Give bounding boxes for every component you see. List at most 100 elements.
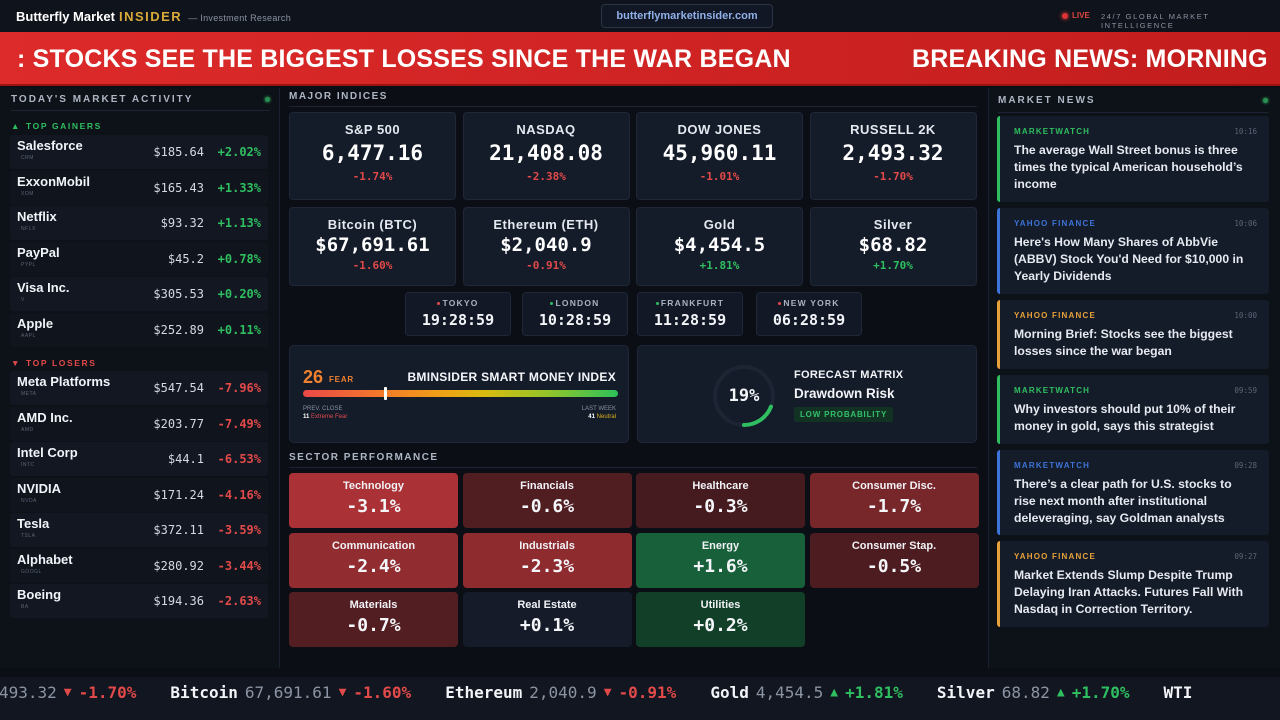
sector-tile[interactable]: Communication -2.4%	[289, 532, 458, 588]
index-value: $68.82	[858, 234, 928, 256]
ticker-strip[interactable]: 493.32 ▼ -1.70% Bitcoin 67,691.61 ▼ -1.60% Ethe…	[0, 677, 1280, 720]
news-source: MARKETWATCH	[1014, 127, 1091, 136]
index-card[interactable]: Gold $4,454.5 +1.81%	[636, 207, 803, 286]
group-label: TOP LOSERS	[26, 358, 97, 368]
stock-ticker: XOM	[21, 190, 34, 197]
ticker-item[interactable]: WTI	[1164, 683, 1193, 702]
ticker-item[interactable]: Ethereum 2,040.9 ▼ -0.91%	[445, 683, 676, 702]
ticker-item[interactable]: 493.32 ▼ -1.70%	[0, 683, 136, 702]
stock-name: ExxonMobil	[17, 173, 90, 189]
breaking-news-banner[interactable]: : STOCKS SEE THE BIGGEST LOSSES SINCE TH…	[0, 32, 1280, 86]
sector-name: Consumer Stap.	[851, 539, 937, 552]
ticker-item[interactable]: Gold 4,454.5 ▲ +1.81%	[710, 683, 903, 702]
news-item[interactable]: YAHOO FINANCE 10:00 Morning Brief: Stocks …	[997, 300, 1269, 369]
news-source: YAHOO FINANCE	[1014, 552, 1096, 561]
stock-row[interactable]: Boeing BA $194.36 -2.63%	[10, 584, 268, 618]
index-card[interactable]: S&P 500 6,477.16 -1.74%	[289, 112, 456, 200]
stock-ticker: INTC	[21, 462, 35, 468]
news-item[interactable]: YAHOO FINANCE 10:06 Here's How Many Shares…	[997, 208, 1269, 294]
stock-ticker: AMD	[21, 426, 34, 433]
news-item[interactable]: MARKETWATCH 09:28 There’s a clear path for…	[997, 450, 1269, 535]
stock-row[interactable]: AMD Inc. AMD $203.77 -7.49%	[10, 406, 268, 441]
stock-name: Apple	[17, 315, 54, 331]
stock-row[interactable]: Visa Inc. V $305.53 +0.20%	[10, 277, 268, 311]
sector-tile[interactable]: Energy +1.6%	[636, 532, 805, 588]
sector-tile[interactable]: Consumer Stap. -0.5%	[809, 532, 979, 588]
stock-row[interactable]: Salesforce CRM $185.64 +2.02%	[10, 135, 268, 169]
ticker-change: +1.81%	[845, 683, 903, 702]
stock-row[interactable]: Netflix NFLX $93.32 +1.13%	[10, 206, 268, 240]
index-card[interactable]: DOW JONES 45,960.11 -1.01%	[636, 112, 803, 200]
index-name: DOW JONES	[677, 122, 762, 137]
stock-row[interactable]: Intel Corp INTC $44.1 -6.53%	[10, 442, 268, 476]
index-change: +1.81%	[699, 259, 740, 272]
index-card[interactable]: NASDAQ 21,408.08 -2.38%	[462, 112, 630, 200]
last-week-state: Neutral	[596, 414, 616, 420]
stock-row[interactable]: ExxonMobil XOM $165.43 +1.33%	[10, 170, 268, 205]
index-name: Ethereum (ETH)	[493, 217, 599, 232]
site-url-link[interactable]: butterflymarketinsider.com	[601, 4, 773, 28]
index-card[interactable]: Ethereum (ETH) $2,040.9 -0.91%	[462, 207, 630, 286]
group-label: TOP GAINERS	[26, 121, 102, 131]
index-card[interactable]: RUSSELL 2K 2,493.32 -1.70%	[809, 112, 977, 200]
sector-value: -0.5%	[866, 555, 922, 577]
stock-row[interactable]: Apple AAPL $252.89 +0.11%	[10, 312, 268, 347]
stock-ticker: GOOGL	[21, 568, 42, 575]
prev-close-state: Extreme Fear	[311, 414, 348, 420]
stock-row[interactable]: Alphabet GOOGL $280.92 -3.44%	[10, 548, 268, 583]
stock-row[interactable]: Meta Platforms META $547.54 -7.96%	[10, 371, 268, 405]
index-change: -1.74%	[352, 170, 393, 183]
sector-name: Energy	[701, 539, 740, 552]
ticker-value: 68.82	[1001, 683, 1050, 702]
stock-ticker: META	[21, 391, 37, 397]
triangle-up-icon: ▲	[1056, 685, 1065, 700]
stock-name: Visa Inc.	[17, 280, 70, 295]
stock-name: Netflix	[17, 209, 57, 224]
index-card[interactable]: Silver $68.82 +1.70%	[809, 207, 977, 286]
index-value: 45,960.11	[662, 141, 777, 165]
forecast-matrix-card[interactable]: 19% FORECAST MATRIX Drawdown Risk LOW PR…	[637, 345, 977, 443]
sector-tile[interactable]: Consumer Disc. -1.7%	[809, 473, 979, 528]
banner-segment: : STOCKS SEE THE BIGGEST LOSSES SINCE TH…	[17, 45, 791, 73]
ticker-item[interactable]: Silver 68.82 ▲ +1.70%	[937, 683, 1130, 702]
ticker-change: -1.70%	[78, 683, 137, 702]
world-clock-new-york: NEW YORK 06:28:59	[756, 292, 862, 336]
ticker-item[interactable]: Bitcoin 67,691.61 ▼ -1.60%	[170, 683, 411, 702]
sector-tile[interactable]: Technology -3.1%	[289, 473, 458, 528]
stock-change: +2.02%	[217, 145, 261, 159]
stock-name: Meta Platforms	[17, 374, 111, 389]
sector-tile[interactable]: Materials -0.7%	[289, 592, 458, 647]
news-item[interactable]: MARKETWATCH 09:59 Why investors should put…	[997, 375, 1269, 444]
ticker-value: 4,454.5	[755, 683, 824, 702]
sector-tile[interactable]: Industrials -2.3%	[462, 532, 632, 588]
clock-time: 10:28:59	[538, 311, 612, 329]
sector-name: Consumer Disc.	[852, 480, 936, 492]
smart-money-index-card[interactable]: 26 FEAR BMINSIDER SMART MONEY INDEX PREV…	[289, 345, 629, 443]
banner-segment: BREAKING NEWS: MORNING	[912, 45, 1268, 73]
stock-change: +0.20%	[217, 287, 261, 301]
stock-ticker: NVDA	[21, 497, 37, 504]
forecast-title: Drawdown Risk	[794, 386, 895, 401]
index-name: Silver	[873, 217, 913, 232]
ticker-value: 493.32	[0, 683, 57, 702]
brand-logo[interactable]: Butterfly Market INSIDER — Investment Re…	[16, 9, 291, 24]
index-card[interactable]: Bitcoin (BTC) $67,691.61 -1.60%	[289, 207, 456, 286]
sector-tile[interactable]: Real Estate +0.1%	[462, 592, 632, 647]
stock-row[interactable]: Tesla TSLA $372.11 -3.59%	[10, 513, 268, 547]
sector-tile[interactable]: Financials -0.6%	[462, 473, 632, 528]
news-item[interactable]: YAHOO FINANCE 09:27 Market Extends Slump D…	[997, 541, 1269, 627]
clock-city: NEW YORK	[757, 298, 861, 308]
stock-name: Salesforce	[17, 138, 83, 153]
clock-time: 11:28:59	[653, 311, 727, 329]
stock-row[interactable]: NVIDIA NVDA $171.24 -4.16%	[10, 477, 268, 512]
news-time: 09:59	[1234, 386, 1257, 395]
triangle-up-icon: ▲	[11, 121, 22, 131]
ticker-name: Ethereum	[445, 683, 523, 702]
index-change: -1.01%	[699, 170, 740, 183]
sector-tile[interactable]: Healthcare -0.3%	[636, 473, 805, 528]
sector-tile[interactable]: Utilities +0.2%	[636, 592, 805, 647]
stock-row[interactable]: PayPal PYPL $45.2 +0.78%	[10, 241, 268, 276]
fear-index-value: 26	[303, 367, 324, 387]
news-item[interactable]: MARKETWATCH 10:16 The average Wall Street …	[997, 116, 1269, 202]
live-dot-icon	[1062, 12, 1068, 19]
